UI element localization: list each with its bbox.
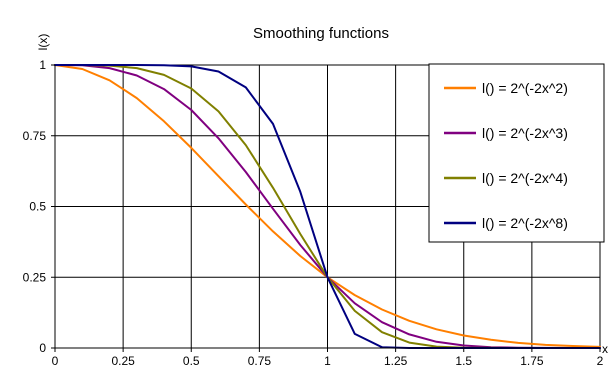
x-tick-label: 1.5 xyxy=(455,354,472,368)
legend-label: l() = 2^(-2x^2) xyxy=(482,80,568,96)
legend-label: l() = 2^(-2x^4) xyxy=(482,170,568,186)
legend-label: l() = 2^(-2x^8) xyxy=(482,215,568,231)
legend-box xyxy=(428,63,605,243)
x-tick-label: 0.5 xyxy=(183,354,200,368)
x-tick-label: 0 xyxy=(52,354,59,368)
legend: l() = 2^(-2x^2) l() = 2^(-2x^3) l() = 2^(-… xyxy=(428,63,605,243)
y-tick-label: 0 xyxy=(39,341,46,355)
y-tick-label: 0.25 xyxy=(23,270,47,284)
legend-label: l() = 2^(-2x^3) xyxy=(482,125,568,141)
y-tick-label: 0.75 xyxy=(23,129,47,143)
y-tick-label: 1 xyxy=(39,58,46,72)
x-tick-label: 1.75 xyxy=(520,354,544,368)
y-axis-label: l(x) xyxy=(36,34,50,51)
x-axis-label: x xyxy=(602,342,608,356)
tick-layer: 0 0.25 0.5 0.75 1 1.25 1.5 1.75 2 0 0.25 0.5 0.75 1 xyxy=(23,58,604,368)
x-tick-label: 1.25 xyxy=(384,354,408,368)
x-tick-label: 1 xyxy=(324,354,331,368)
x-tick-label: 0.25 xyxy=(111,354,135,368)
chart-title: Smoothing functions xyxy=(253,25,389,42)
x-tick-label: 2 xyxy=(597,354,604,368)
y-tick-label: 0.5 xyxy=(29,200,46,214)
x-tick-label: 0.75 xyxy=(248,354,272,368)
